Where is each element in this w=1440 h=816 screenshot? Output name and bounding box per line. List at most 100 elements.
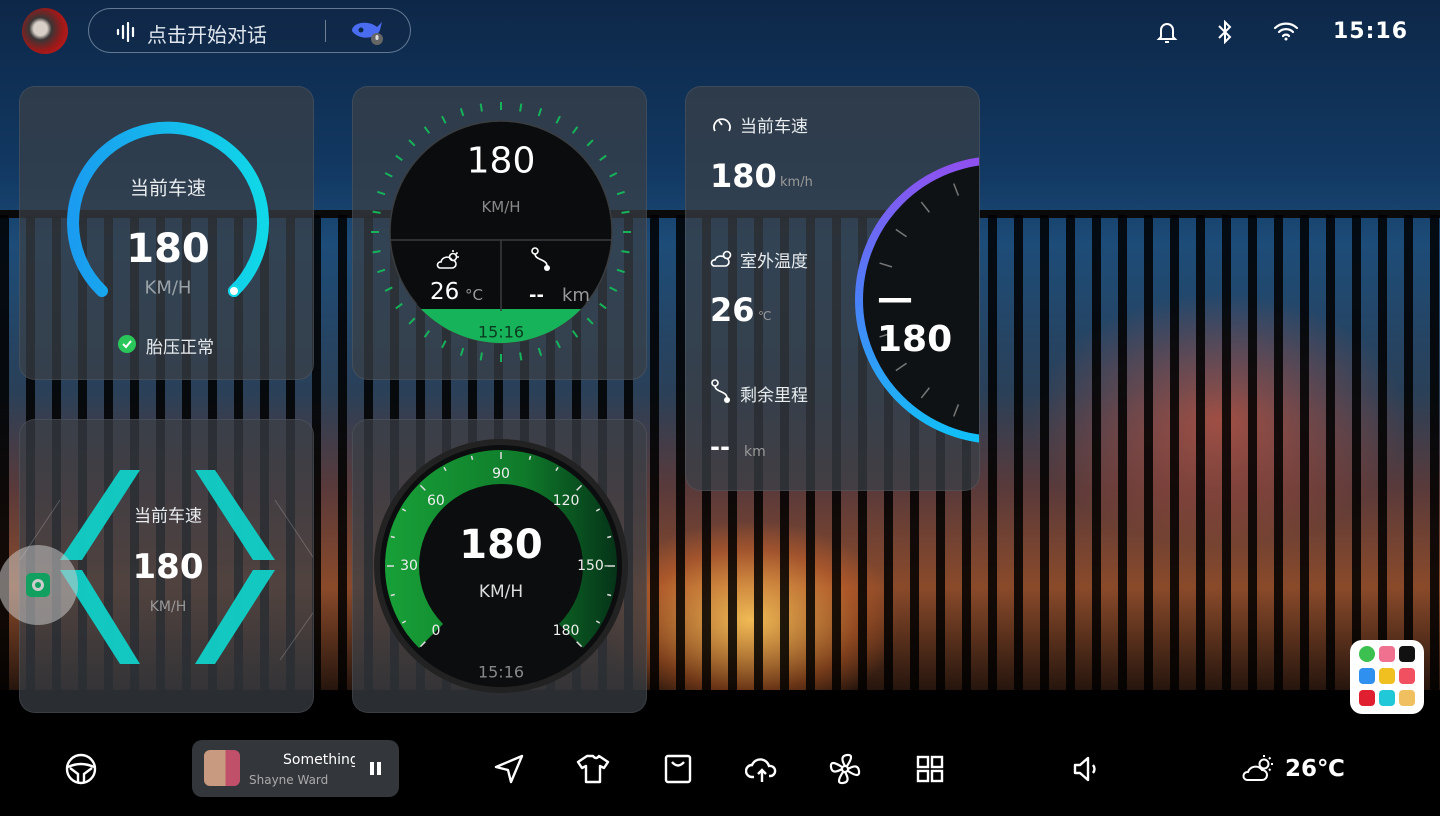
speed-unit: km/h [780, 175, 813, 190]
speedometer-icon [713, 118, 731, 132]
voice-assistant-bar[interactable]: 点击开始对话 [88, 8, 411, 53]
tick-mark [372, 250, 381, 254]
pause-icon[interactable] [369, 761, 383, 777]
dial-tick-label: 120 [552, 492, 580, 509]
app-icon[interactable] [1399, 646, 1415, 662]
app-icon[interactable] [1359, 690, 1375, 706]
shirt-icon[interactable] [576, 752, 610, 786]
fan-icon[interactable] [828, 752, 862, 786]
tick-mark [621, 210, 630, 214]
tick-mark [384, 172, 393, 178]
route-icon [711, 379, 730, 403]
tick-mark [555, 340, 561, 349]
tick-mark [537, 108, 543, 117]
partly-cloudy-icon [1242, 755, 1273, 781]
dial-tick-label: 0 [431, 623, 441, 640]
dial-tick-label: 30 [400, 558, 418, 574]
wifi-icon[interactable] [1273, 21, 1299, 41]
tire-status: 胎压正常 [146, 338, 214, 358]
cloud-icon[interactable] [745, 752, 779, 786]
divider [325, 20, 326, 42]
tick-mark [528, 455, 532, 460]
floating-assistant-ball[interactable] [0, 545, 78, 625]
voice-wave-icon [116, 22, 135, 42]
navigation-icon[interactable] [492, 752, 526, 786]
tick-mark [459, 347, 465, 356]
tick-mark [395, 154, 403, 162]
apps-grid-icon[interactable] [913, 752, 947, 786]
tick-mark [879, 332, 893, 338]
bell-icon[interactable] [1156, 20, 1178, 44]
app-icon[interactable] [1359, 668, 1375, 684]
round-dashboard-widget[interactable]: 180 KM/H 26 °C -- km 15:16 [352, 86, 647, 380]
tick-mark [479, 352, 483, 361]
tick-mark [576, 484, 583, 491]
temperature-unit: ℃ [758, 309, 772, 323]
tick-mark [595, 508, 601, 512]
tick-mark [423, 126, 431, 134]
speed-dial [374, 439, 628, 693]
dial-tick-label: 90 [492, 466, 510, 482]
clock: 15:16 [1333, 19, 1409, 44]
speed-unit: KM/H [481, 198, 521, 216]
speed-label: 当前车速 [134, 506, 202, 527]
tick-mark [519, 103, 523, 112]
speed-value: 180 [132, 547, 204, 587]
tick-mark [408, 139, 416, 147]
media-player[interactable]: Something Shayne Ward [192, 740, 399, 797]
tick-mark [479, 103, 483, 112]
weather-temperature: 26℃ [1285, 756, 1345, 782]
tick-mark [372, 210, 381, 214]
bag-icon[interactable] [661, 752, 695, 786]
dial-value: —180 [877, 278, 953, 360]
time: 15:16 [477, 662, 525, 682]
tick-mark [395, 302, 403, 310]
avatar[interactable] [22, 8, 68, 54]
tick-mark [537, 347, 543, 356]
time: 15:16 [477, 322, 525, 342]
range-unit: km [744, 444, 766, 460]
tick-mark [586, 317, 594, 325]
range-label: 剩余里程 [740, 386, 808, 406]
check-icon [118, 335, 136, 353]
tick-mark [384, 286, 393, 292]
tick-mark [607, 535, 612, 539]
dial-speed-widget[interactable]: 180 KM/H 15:16 0 30 60 90 120 150- 180 [352, 419, 647, 713]
tick-mark [616, 190, 625, 196]
tick-mark [555, 115, 561, 124]
steering-wheel-icon[interactable] [64, 752, 98, 786]
tick-mark [616, 268, 625, 274]
speed-arc-widget[interactable]: 当前车速 180 KM/H 胎压正常 [19, 86, 314, 380]
app-icon[interactable] [1359, 646, 1375, 662]
app-icon[interactable] [1399, 690, 1415, 706]
app-icon[interactable] [1379, 646, 1395, 662]
range-value: -- [710, 433, 730, 461]
app-launcher-grid[interactable] [1350, 640, 1424, 714]
speed-value: 180 [126, 226, 210, 272]
tick-mark [607, 593, 612, 597]
app-icon[interactable] [1379, 690, 1395, 706]
range-unit: km [562, 285, 590, 306]
tick-mark [519, 352, 523, 361]
tick-mark [920, 201, 930, 213]
speed-arc-gauge [67, 121, 269, 297]
partly-cloudy-icon [436, 250, 459, 269]
app-icon[interactable] [1399, 668, 1415, 684]
tick-mark [895, 228, 907, 238]
tick-mark [609, 172, 618, 178]
assistant-whale-icon[interactable] [349, 17, 385, 47]
tick-mark [576, 641, 583, 648]
tick-mark [408, 317, 416, 325]
tick-mark [419, 484, 426, 491]
bluetooth-icon[interactable] [1216, 20, 1234, 44]
round-dashboard-face [371, 102, 631, 362]
volume-icon[interactable] [1069, 752, 1103, 786]
temperature-label: 室外温度 [740, 252, 808, 272]
info-list-widget[interactable]: 当前车速 180 km/h 室外温度 26 ℃ 剩余里程 -- km —180 [685, 86, 980, 491]
tick-mark [895, 362, 907, 372]
tick-mark [920, 387, 930, 399]
speed-label: 当前车速 [740, 117, 808, 137]
app-icon[interactable] [1379, 668, 1395, 684]
voice-placeholder: 点击开始对话 [147, 23, 267, 47]
tick-mark [571, 126, 579, 134]
